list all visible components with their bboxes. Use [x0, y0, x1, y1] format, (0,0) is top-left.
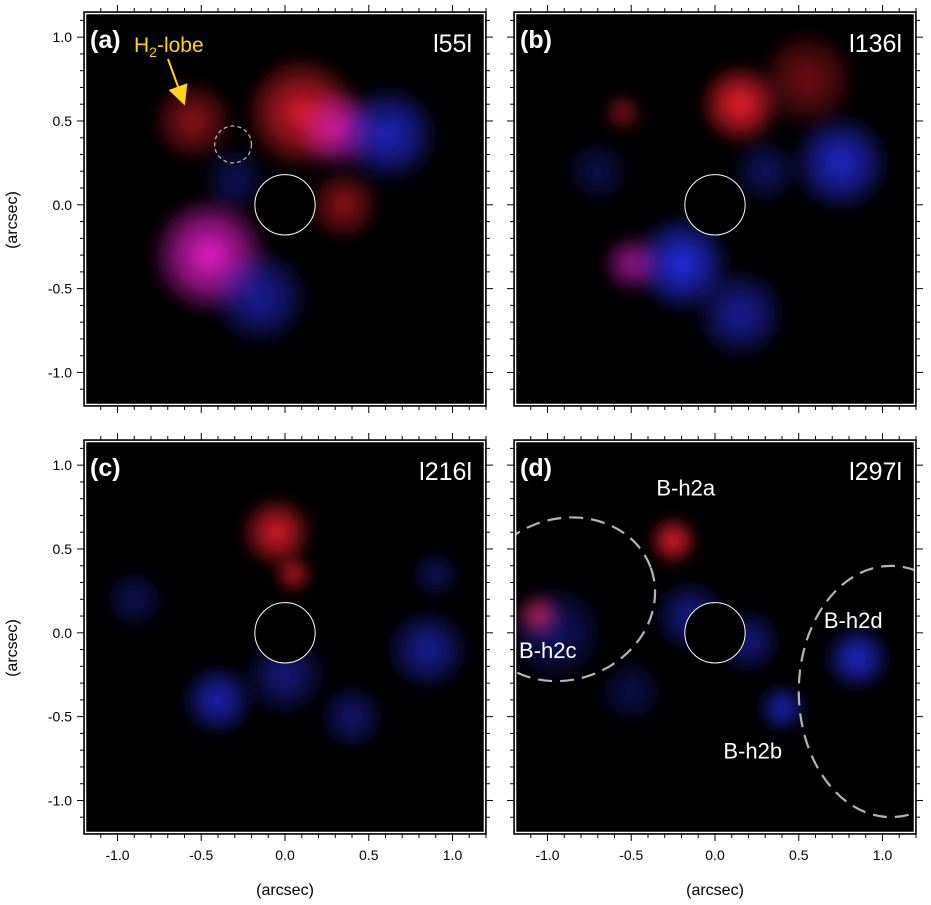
panel-c-angle: l216l	[419, 458, 472, 486]
dashed-circle	[213, 125, 253, 164]
panel-d-angle: l297l	[849, 458, 902, 486]
h2-lobe-arrow	[167, 58, 188, 106]
emission-blob	[602, 92, 643, 133]
panel-a-emission	[149, 53, 440, 348]
emission-blob	[306, 167, 381, 242]
emission-blob	[693, 266, 788, 361]
h2-lobe-label: H2-lobe	[134, 34, 204, 60]
emission-blob	[104, 569, 165, 630]
x-tick-label: 0.5	[789, 847, 809, 863]
y-tick-label: -1.0	[48, 364, 72, 380]
feature-label-b-h2a: B-h2a	[656, 475, 715, 500]
y-axis-label-top: (arcsec)	[4, 191, 21, 249]
x-tick-label: 1.0	[443, 847, 463, 863]
emission-blob	[181, 663, 255, 737]
panel-c-image	[104, 495, 470, 751]
x-tick-label: 0.0	[275, 847, 295, 863]
dashed-ellipse	[797, 564, 916, 819]
x-tick-label: -1.0	[535, 847, 559, 863]
feature-label-b-h2c: B-h2c	[519, 638, 576, 663]
y-tick-label: 0.5	[53, 541, 73, 557]
y-tick-label: 1.0	[53, 29, 73, 45]
emission-blob	[756, 28, 858, 130]
coronagraph-mask	[684, 174, 746, 236]
panel-b-angle: l136l	[849, 30, 902, 58]
emission-blob	[823, 624, 891, 692]
panel-b-inner-frame	[514, 12, 916, 406]
panel-b: (b) l136l	[507, 5, 923, 413]
panel-c: (c) l216l 1.0 0.5 0.0 -0.5 -1.0 -1.0 -0.5 0.0 0.5 1…	[48, 433, 493, 863]
coronagraph-mask	[254, 602, 316, 664]
x-tick-label: -0.5	[189, 847, 213, 863]
panel-c-ticks	[77, 433, 493, 841]
emission-blob	[201, 146, 269, 214]
panel-a-inner-frame	[84, 12, 486, 406]
emission-blob	[514, 582, 607, 684]
feature-label-b-h2d: B-h2d	[824, 608, 883, 633]
y-tick-label: 0.0	[53, 197, 73, 213]
panel-d: (d) l297l B-h2a B-h2c B-h2d B-h2b -1.0 -0.5 0.0 0…	[507, 433, 923, 863]
emission-blob	[338, 84, 440, 185]
emission-blob	[385, 607, 470, 692]
emission-blob	[273, 554, 314, 595]
emission-blob	[601, 233, 662, 294]
x-tick-label: 0.0	[705, 847, 725, 863]
x-tick-label: 1.0	[873, 847, 893, 863]
panel-c-emission	[104, 495, 470, 751]
coronagraph-mask	[254, 174, 316, 236]
panel-b-emission	[564, 28, 891, 361]
y-tick-label: -0.5	[48, 281, 72, 297]
y-tick-label: 0.5	[53, 113, 73, 129]
emission-blob	[648, 515, 699, 566]
emission-blob	[597, 657, 665, 725]
emission-blob	[564, 137, 632, 205]
emission-blob	[790, 112, 891, 214]
panel-b-image	[564, 28, 891, 361]
panel-d-inner-frame	[514, 440, 916, 834]
feature-label-b-h2b: B-h2b	[723, 739, 782, 764]
emission-blob	[209, 246, 311, 348]
emission-blob	[731, 137, 799, 205]
x-axis-label-left: (arcsec)	[256, 882, 314, 899]
emission-blob	[756, 683, 808, 734]
panel-b-ticks	[507, 5, 923, 413]
x-tick-label: -0.5	[619, 847, 643, 863]
x-tick-label: 0.5	[359, 847, 379, 863]
coronagraph-mask	[684, 602, 746, 664]
y-tick-label: 1.0	[53, 457, 73, 473]
emission-blob	[239, 495, 314, 570]
panel-c-inner-frame	[84, 440, 486, 834]
y-axis-label-bottom: (arcsec)	[4, 619, 21, 677]
panel-a-image	[149, 53, 440, 348]
y-tick-label: 0.0	[53, 625, 73, 641]
panel-d-label: (d)	[520, 454, 552, 482]
x-tick-label: -1.0	[105, 847, 129, 863]
panel-a-ticks	[77, 5, 493, 413]
y-tick-label: -1.0	[48, 792, 72, 808]
panel-a: (a) l55l H2-lobe 1.0 0.5 0.0 -0.5 -1.0	[48, 5, 493, 413]
panel-d-ticks	[507, 433, 923, 841]
emission-blob	[318, 683, 386, 751]
panel-c-label: (c)	[90, 454, 121, 482]
y-tick-label: -0.5	[48, 709, 72, 725]
panel-a-label: (a)	[90, 26, 121, 54]
dashed-ellipse	[514, 516, 657, 683]
panel-b-label: (b)	[520, 26, 552, 54]
emission-blob	[410, 549, 461, 600]
panel-a-angle: l55l	[433, 30, 472, 58]
x-axis-label-right: (arcsec)	[686, 882, 744, 899]
